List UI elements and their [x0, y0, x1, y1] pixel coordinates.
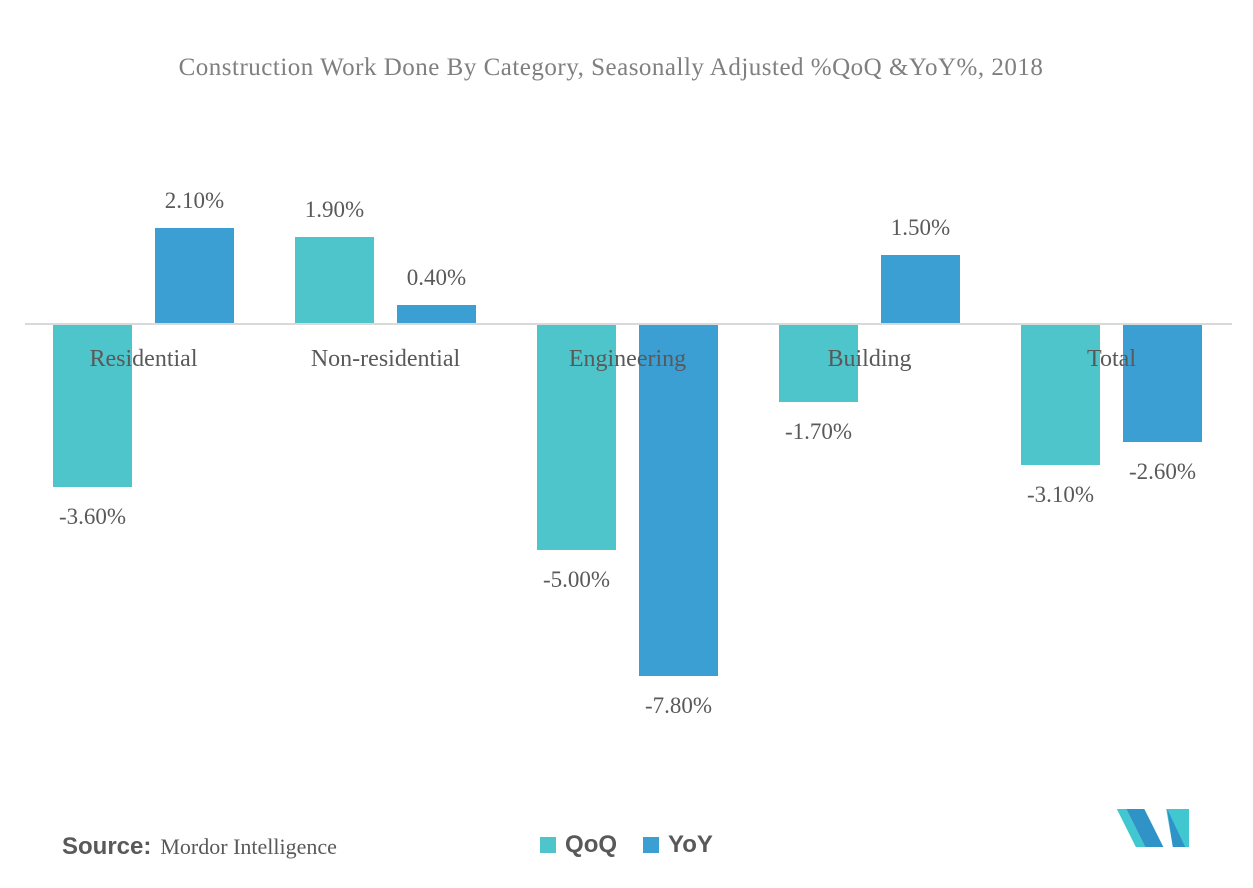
legend: QoQ YoY: [0, 831, 1253, 859]
category-label-building: Building: [827, 346, 912, 372]
bar-yoy-non-residential: [397, 305, 476, 323]
chart-title: Construction Work Done By Category, Seas…: [178, 54, 1044, 81]
category-label-total: Total: [1087, 346, 1136, 372]
value-label-yoy-total: -2.60%: [1128, 459, 1197, 484]
x-axis-line: [25, 323, 1232, 325]
bar-yoy-building: [881, 255, 960, 323]
source-value: Mordor Intelligence: [160, 834, 337, 859]
value-label-qoq-engineering: -5.00%: [542, 567, 611, 592]
value-label-yoy-residential: 2.10%: [164, 188, 225, 213]
mordor-intelligence-logo: [1116, 809, 1189, 847]
bar-qoq-residential: [53, 325, 132, 487]
legend-swatch-qoq: [540, 837, 557, 853]
value-label-qoq-building: -1.70%: [784, 419, 853, 444]
value-label-qoq-residential: -3.60%: [58, 504, 127, 529]
legend-item-yoy: YoY: [643, 831, 713, 859]
logo-left-teal-stripe: [1116, 809, 1146, 847]
category-label-engineering: Engineering: [568, 346, 687, 372]
value-label-yoy-non-residential: 0.40%: [406, 265, 467, 290]
bar-qoq-non-residential: [295, 237, 374, 323]
value-label-yoy-building: 1.50%: [890, 215, 951, 240]
source-note: Source: Mordor Intelligence: [62, 833, 337, 861]
legend-swatch-yoy: [643, 837, 660, 853]
bar-qoq-total: [1021, 325, 1100, 465]
bar-yoy-engineering: [639, 325, 718, 676]
bar-yoy-residential: [155, 228, 234, 323]
source-label: Source:: [62, 833, 152, 860]
value-label-qoq-total: -3.10%: [1026, 482, 1095, 507]
logo-left-blue-stripe: [1126, 809, 1164, 847]
legend-item-qoq: QoQ: [540, 831, 617, 859]
bar-qoq-building: [779, 325, 858, 402]
legend-label-qoq: QoQ: [565, 831, 618, 858]
bar-yoy-total: [1123, 325, 1202, 442]
bar-qoq-engineering: [537, 325, 616, 550]
category-label-residential: Residential: [89, 346, 198, 372]
value-label-yoy-engineering: -7.80%: [644, 693, 713, 718]
legend-label-yoy: YoY: [668, 831, 713, 858]
value-label-qoq-non-residential: 1.90%: [304, 197, 365, 222]
category-label-non-residential: Non-residential: [310, 346, 461, 372]
